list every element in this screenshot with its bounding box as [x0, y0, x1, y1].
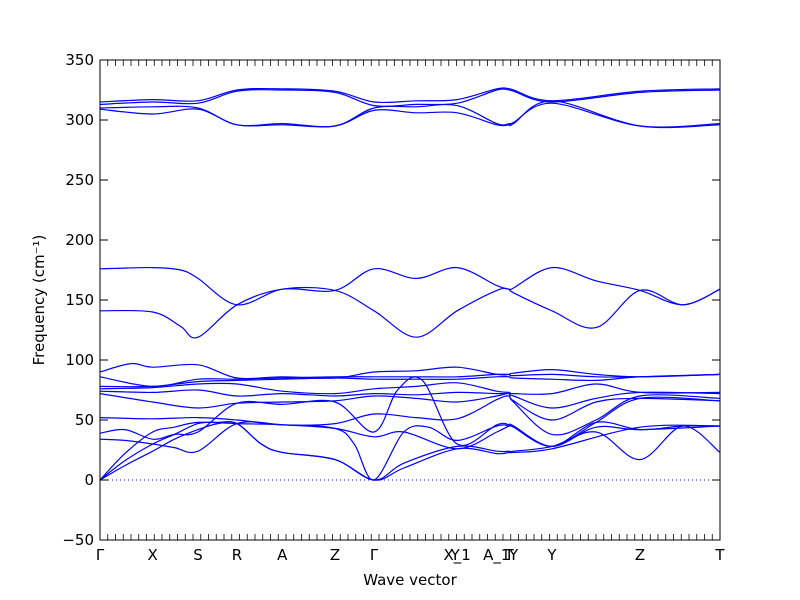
x-tick-label: T	[714, 546, 725, 564]
y-tick-label: 0	[84, 471, 94, 489]
x-tick-label: Z	[635, 546, 645, 564]
y-axis-label: Frequency (cm⁻¹)	[30, 235, 48, 366]
x-tick-label: R	[232, 546, 242, 564]
x-tick-label: Γ	[96, 546, 105, 564]
y-tick-label: 50	[75, 411, 94, 429]
y-tick-label: 150	[65, 291, 94, 309]
y-tick-label: −50	[62, 531, 94, 549]
y-tick-label: 200	[65, 231, 94, 249]
x-tick-label: Γ	[370, 546, 379, 564]
y-tick-label: 250	[65, 171, 94, 189]
x-tick-label: A	[277, 546, 288, 564]
x-tick-label: X_1	[443, 546, 470, 565]
x-tick-label: X	[148, 546, 158, 564]
x-tick-label: S	[193, 546, 203, 564]
y-tick-label: 300	[65, 111, 94, 129]
x-tick-label: Y	[508, 546, 519, 564]
x-tick-label: Y	[546, 546, 557, 564]
y-tick-label: 100	[65, 351, 94, 369]
y-tick-label: 350	[65, 51, 94, 69]
x-tick-label: Z	[330, 546, 340, 564]
x-axis-label: Wave vector	[363, 571, 457, 589]
